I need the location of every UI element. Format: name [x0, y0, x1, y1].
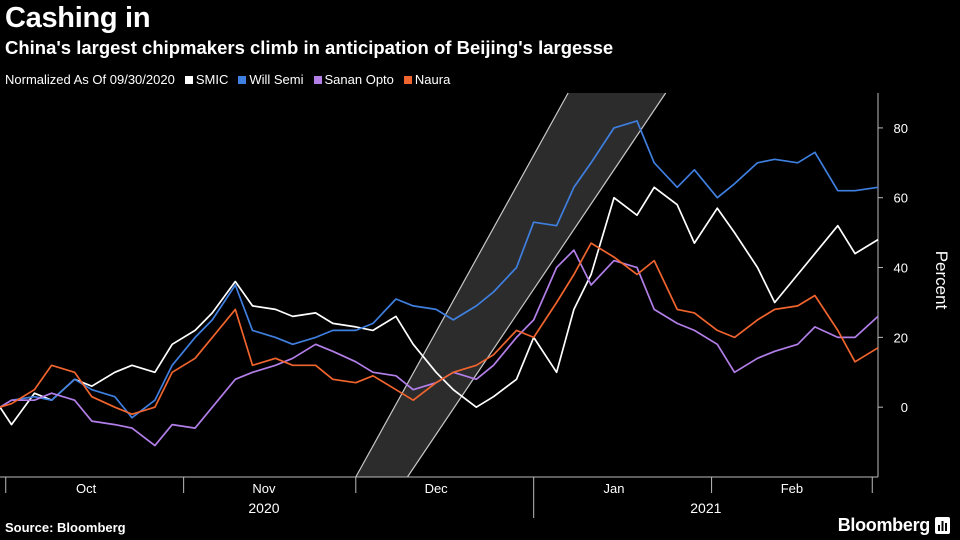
- brand-logo: Bloomberg: [837, 515, 931, 535]
- highlight-band-left-edge: [355, 92, 569, 478]
- series-line-naura: [0, 242, 879, 416]
- x-tick-label: Nov: [252, 481, 276, 496]
- y-axis-title: Percent: [932, 251, 951, 310]
- legend-label-sanan-opto: Sanan Opto: [324, 72, 394, 87]
- chart-subtitle: China's largest chipmakers climb in anti…: [5, 37, 614, 58]
- legend-item-smic: SMIC: [184, 72, 229, 87]
- highlight-band: [355, 93, 666, 477]
- series-line-smic: [0, 186, 879, 426]
- legend: Normalized As Of 09/30/2020 SMIC Will Se…: [5, 72, 460, 87]
- legend-item-will-semi: Will Semi: [238, 72, 304, 87]
- y-tick-label: 0: [901, 400, 908, 415]
- highlight-band-right-edge: [406, 92, 667, 478]
- x-tick-label: Dec: [425, 481, 449, 496]
- legend-label-will-semi: Will Semi: [249, 72, 304, 87]
- x-year-label: 2020: [248, 500, 279, 516]
- x-tick-label: Jan: [604, 481, 625, 496]
- y-tick-label: 80: [894, 121, 908, 136]
- legend-item-naura: Naura: [403, 72, 451, 87]
- y-tick-label: 20: [894, 330, 908, 345]
- y-tick-label: 40: [894, 261, 908, 276]
- legend-swatch-naura: [403, 75, 412, 84]
- legend-label-smic: SMIC: [195, 72, 229, 87]
- chart-title: Cashing in: [5, 2, 151, 34]
- source-note: Source: Bloomberg: [5, 520, 126, 535]
- x-year-label: 2021: [690, 500, 721, 516]
- legend-swatch-will-semi: [238, 75, 247, 84]
- legend-swatch-sanan-opto: [313, 75, 322, 84]
- legend-label-naura: Naura: [414, 72, 451, 87]
- x-tick-label: Feb: [781, 481, 803, 496]
- legend-normalization-note: Normalized As Of 09/30/2020: [5, 72, 175, 87]
- x-tick-label: Oct: [76, 481, 97, 496]
- y-tick-label: 60: [894, 191, 908, 206]
- legend-item-sanan-opto: Sanan Opto: [313, 72, 394, 87]
- chart-icon: [935, 517, 950, 534]
- legend-swatch-smic: [184, 75, 193, 84]
